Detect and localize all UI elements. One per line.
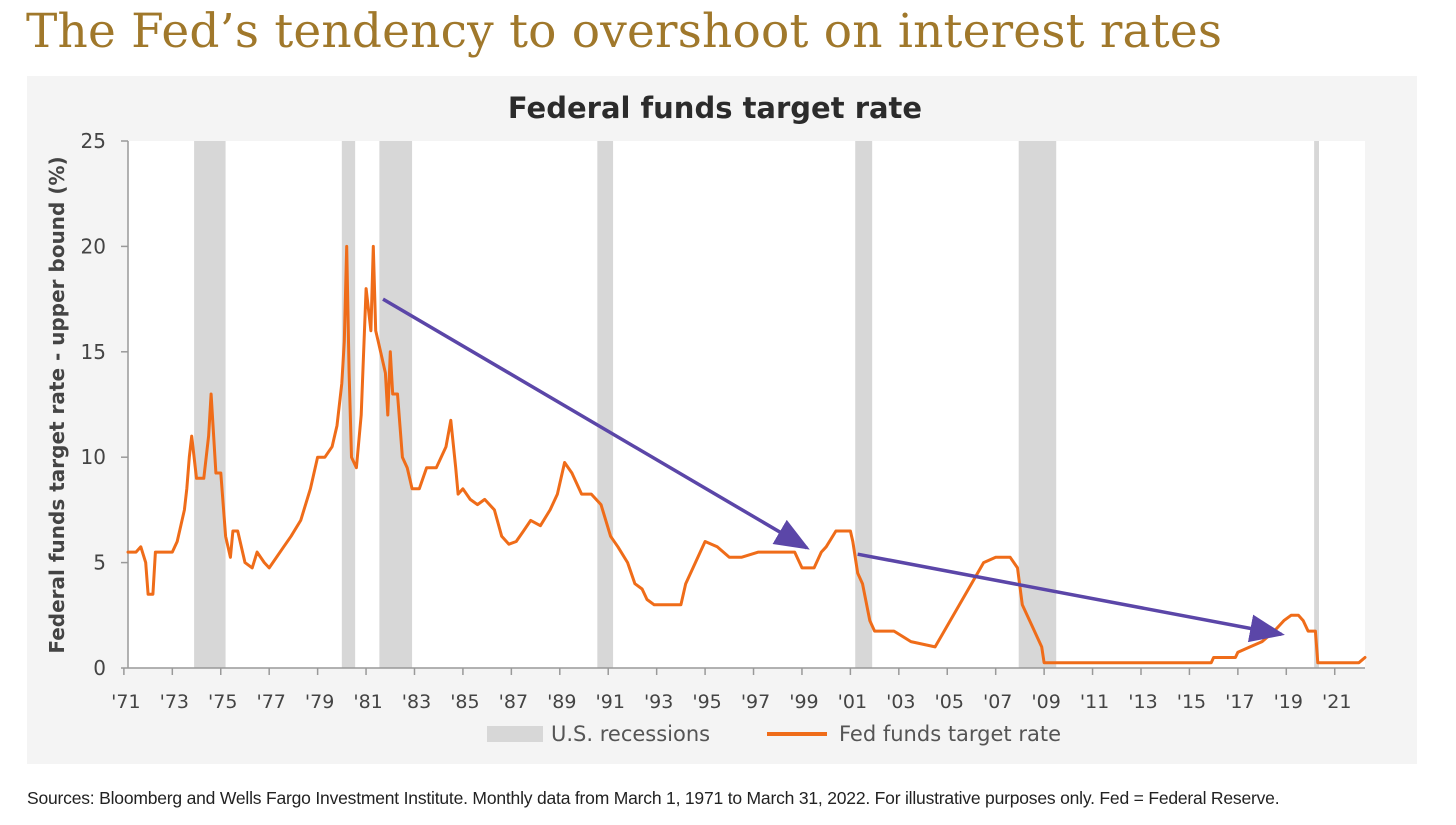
legend-recessions-label: U.S. recessions xyxy=(551,722,711,746)
x-tick-label: '83 xyxy=(402,691,431,713)
x-tick-label: '05 xyxy=(935,691,964,713)
y-tick-label: 15 xyxy=(81,340,106,364)
y-tick-label: 5 xyxy=(93,551,106,575)
recession-band xyxy=(597,141,614,668)
x-tick-label: '99 xyxy=(789,691,818,713)
x-tick-label: '81 xyxy=(353,691,382,713)
sources-footnote: Sources: Bloomberg and Wells Fargo Inves… xyxy=(27,788,1280,808)
rate-series-line xyxy=(126,244,1367,665)
page-headline: The Fed’s tendency to overshoot on inter… xyxy=(26,4,1223,59)
chart-title: Federal funds target rate xyxy=(507,91,923,125)
x-tick-label: '15 xyxy=(1177,691,1206,713)
x-tick-label: '91 xyxy=(596,691,625,713)
trend-arrow xyxy=(382,297,810,550)
x-tick-label: '21 xyxy=(1322,691,1351,713)
x-tick-label: '13 xyxy=(1128,691,1157,713)
x-tick-label: '79 xyxy=(305,691,334,713)
recession-band xyxy=(379,141,413,668)
recession-band xyxy=(1018,141,1057,668)
x-tick-label: '95 xyxy=(692,691,721,713)
x-tick-label: '71 xyxy=(111,691,140,713)
x-tick-label: '75 xyxy=(208,691,237,713)
x-tick-label: '87 xyxy=(499,691,528,713)
x-tick-label: '11 xyxy=(1080,691,1109,713)
recession-band xyxy=(855,141,873,668)
y-axis-label: Federal funds target rate - upper bound … xyxy=(45,156,69,653)
legend-item-recessions: U.S. recessions xyxy=(487,720,710,748)
legend-rate-swatch xyxy=(767,732,827,736)
trend-arrow xyxy=(857,552,1285,643)
x-tick-label: '93 xyxy=(644,691,673,713)
x-tick-label: '85 xyxy=(450,691,479,713)
x-tick-label: '17 xyxy=(1225,691,1254,713)
y-tick-label: 20 xyxy=(81,234,106,258)
x-tick-label: '07 xyxy=(983,691,1012,713)
x-tick-label: '89 xyxy=(547,691,576,713)
y-tick-label: 10 xyxy=(81,445,106,469)
y-tick-label: 25 xyxy=(81,129,106,153)
x-tick-label: '77 xyxy=(256,691,285,713)
x-tick-label: '09 xyxy=(1031,691,1060,713)
plot-area xyxy=(128,141,1365,668)
y-tick-label: 0 xyxy=(93,656,106,680)
legend-recession-swatch xyxy=(487,726,543,742)
recession-band xyxy=(1314,141,1319,668)
legend-rate-label: Fed funds target rate xyxy=(839,722,1061,746)
x-tick-label: '19 xyxy=(1274,691,1303,713)
legend-item-rate: Fed funds target rate xyxy=(767,720,1061,748)
x-tick-label: '97 xyxy=(741,691,770,713)
x-tick-label: '01 xyxy=(838,691,867,713)
x-tick-label: '73 xyxy=(160,691,189,713)
x-tick-label: '03 xyxy=(886,691,915,713)
recession-band xyxy=(341,141,356,668)
